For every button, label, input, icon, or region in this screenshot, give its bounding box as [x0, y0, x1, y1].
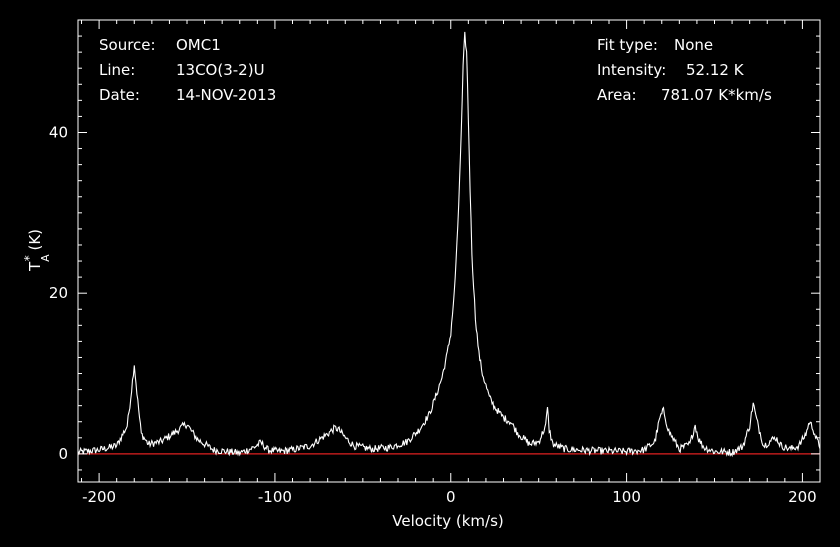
plot-area: -200 -100 0 100 200 0 20 40 [49, 19, 821, 506]
y-axis-label-sup: * [22, 255, 36, 261]
y-axis-label-unit: (K) [26, 229, 44, 255]
y-tick-label: 0 [58, 445, 68, 463]
info-intensity-value: 52.12 K [686, 61, 745, 79]
info-source-label: Source: [99, 36, 156, 54]
info-date-label: Date: [99, 86, 140, 104]
info-line-value: 13CO(3-2)U [176, 61, 265, 79]
x-axis-label: Velocity (km/s) [392, 512, 503, 530]
info-fit-type-label: Fit type: [597, 36, 658, 54]
y-tick-label: 40 [49, 123, 68, 141]
info-fit-type-value: None [674, 36, 713, 54]
info-area-value: 781.07 K*km/s [661, 86, 772, 104]
info-date-value: 14-NOV-2013 [176, 86, 276, 104]
y-axis-label: TA* (K) [22, 229, 52, 272]
info-line-label: Line: [99, 61, 135, 79]
info-intensity-label: Intensity: [597, 61, 666, 79]
info-area-label: Area: [597, 86, 637, 104]
x-tick-label: -200 [82, 488, 116, 506]
x-tick-label: 100 [612, 488, 641, 506]
x-tick-label: 0 [446, 488, 456, 506]
y-axis-label-main: T [26, 261, 44, 272]
x-tick-label: 200 [788, 488, 817, 506]
plot-frame [77, 19, 821, 483]
y-axis-label-sub: A [39, 254, 52, 262]
x-tick-label: -100 [258, 488, 292, 506]
text-layer: Source: OMC1 Line: 13CO(3-2)U Date: 14-N… [22, 36, 772, 530]
info-source-value: OMC1 [176, 36, 221, 54]
y-tick-label: 20 [49, 284, 68, 302]
spectrum-line [77, 31, 821, 458]
